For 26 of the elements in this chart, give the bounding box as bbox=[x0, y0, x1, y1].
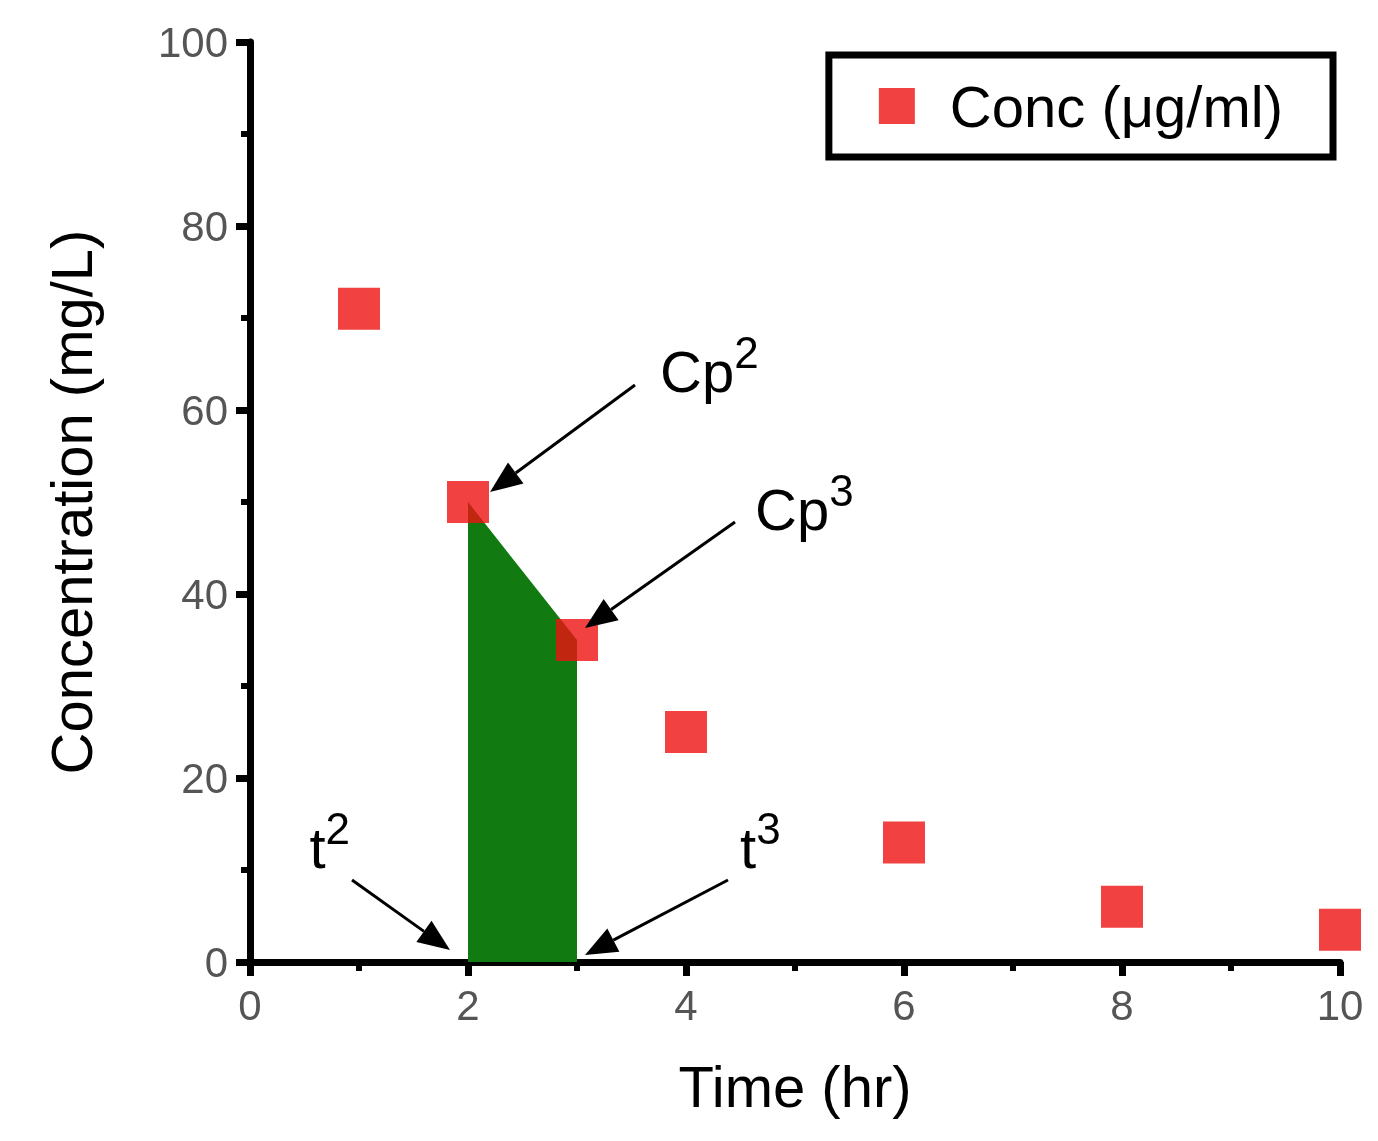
point bbox=[665, 711, 707, 753]
point bbox=[883, 821, 925, 864]
y-axis-title: Concentration (mg/L) bbox=[38, 229, 104, 775]
y-tick-label: 20 bbox=[181, 754, 228, 802]
x-axis-title: Time (hr) bbox=[678, 1053, 912, 1119]
y-tick-label: 0 bbox=[204, 938, 228, 986]
x-tick-label: 2 bbox=[456, 981, 480, 1029]
annotation: Cp$^{3}$ bbox=[755, 465, 854, 542]
point bbox=[556, 619, 598, 661]
x-tick-label: 6 bbox=[892, 981, 916, 1029]
annotation: Cp$^{2}$ bbox=[660, 327, 759, 404]
point bbox=[1101, 885, 1143, 928]
x-tick-label: 10 bbox=[1316, 981, 1364, 1029]
y-tick-label: 80 bbox=[181, 202, 228, 250]
point bbox=[447, 481, 489, 523]
y-tick-label: 40 bbox=[181, 570, 228, 618]
annotation: t$^{2}$ bbox=[309, 803, 350, 880]
x-tick-label: 8 bbox=[1110, 981, 1134, 1029]
annotation: t$^{3}$ bbox=[740, 803, 781, 880]
x-tick-label: 0 bbox=[238, 981, 262, 1029]
point bbox=[338, 287, 380, 330]
legend-label: Conc (μg/ml) bbox=[949, 73, 1284, 139]
point bbox=[1319, 908, 1361, 951]
y-tick-label: 60 bbox=[181, 386, 228, 434]
x-tick-label: 4 bbox=[674, 981, 698, 1029]
y-tick-label: 100 bbox=[157, 18, 228, 66]
